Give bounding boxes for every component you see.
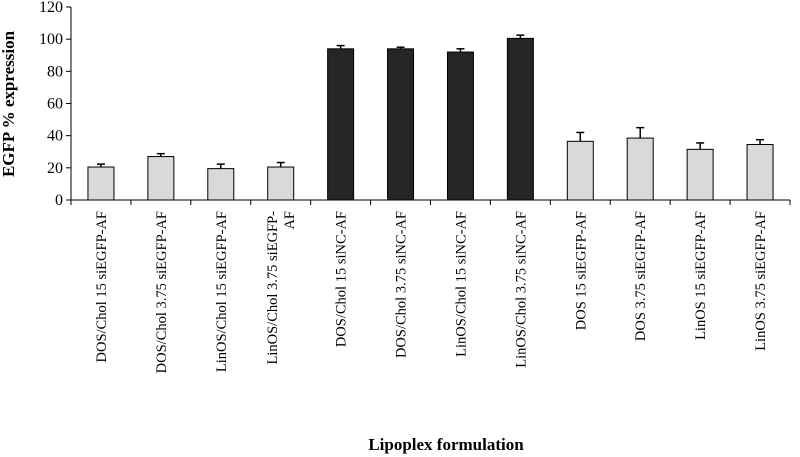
bar [446, 51, 474, 201]
bar [327, 48, 355, 201]
y-axis-title: EGFP % expression [0, 30, 18, 177]
bar [746, 144, 774, 201]
y-tick-label: 80 [47, 63, 63, 80]
bars [87, 37, 774, 201]
x-axis-title: Lipoplex formulation [368, 435, 524, 454]
y-tick-label: 0 [55, 192, 63, 209]
x-category-label: LinOS/Chol 15 siEGFP-AF [214, 211, 230, 372]
x-category-label: LinOS/Chol 3.75 siEGFP- [265, 211, 281, 365]
bar [686, 148, 714, 201]
y-tick-label: 60 [47, 96, 63, 113]
bar [387, 48, 415, 201]
axes [70, 7, 791, 205]
y-tick-label: 120 [39, 0, 63, 16]
error-bars [96, 34, 765, 169]
x-axis-category-labels: DOS/Chol 15 siEGFP-AF DOS/Chol 3.75 siEGF… [94, 211, 769, 374]
y-tick-label: 20 [47, 160, 63, 177]
x-category-label: LinOS/Chol 3.75 siNC-AF [513, 211, 529, 368]
x-category-label: DOS/Chol 15 siEGFP-AF [94, 211, 110, 362]
bar [566, 140, 594, 201]
bar [87, 166, 115, 201]
x-category-label: DOS/Chol 15 siNC-AF [334, 211, 350, 347]
bar [207, 168, 235, 201]
bar [147, 156, 175, 201]
x-category-label: LinOS 15 siEGFP-AF [693, 211, 709, 340]
x-category-label: DOS/Chol 3.75 siNC-AF [394, 211, 410, 358]
y-axis-ticks: 0 20 40 60 80 100 120 [39, 0, 71, 209]
x-category-label: LinOS 3.75 siEGFP-AF [753, 211, 769, 351]
x-category-label: AF [282, 211, 298, 230]
bar [267, 166, 295, 201]
x-category-label: DOS 3.75 siEGFP-AF [633, 211, 649, 341]
y-tick-label: 100 [39, 31, 63, 48]
x-category-label: DOS/Chol 3.75 siEGFP-AF [154, 211, 170, 373]
x-category-label: LinOS/Chol 15 siNC-AF [453, 211, 469, 357]
y-tick-label: 40 [47, 128, 63, 145]
bar [506, 37, 534, 201]
x-category-label: DOS 15 siEGFP-AF [573, 211, 589, 330]
bar [626, 137, 654, 201]
